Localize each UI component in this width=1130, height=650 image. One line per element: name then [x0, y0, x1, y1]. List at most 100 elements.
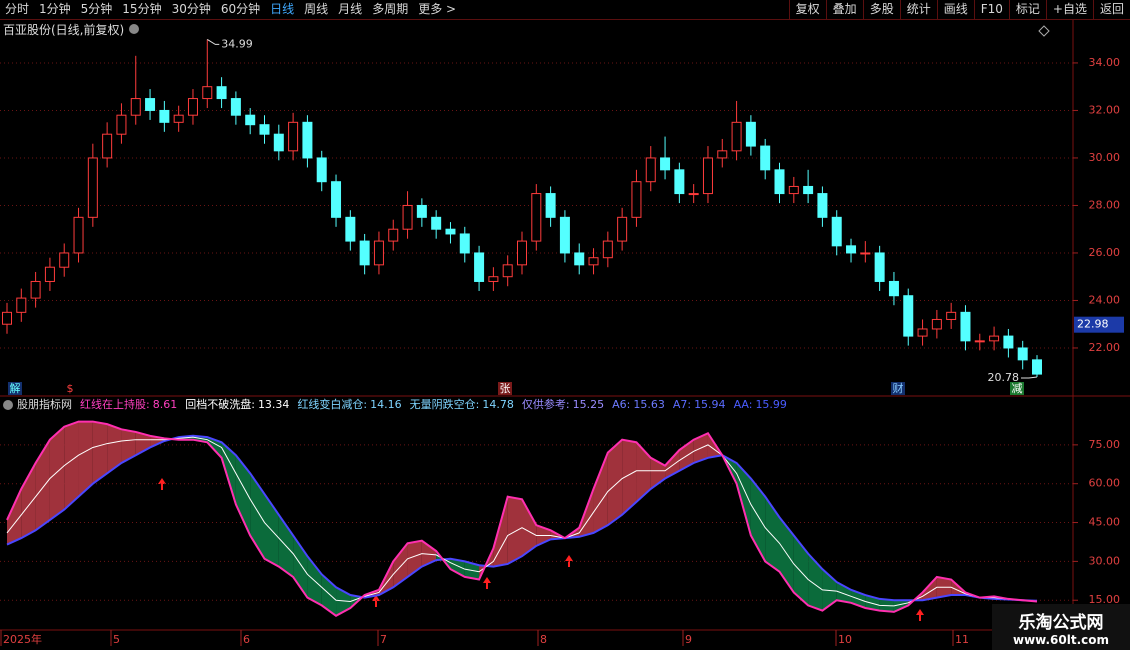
toolbar-button[interactable]: 1分钟	[39, 2, 71, 16]
icon[interactable]	[3, 400, 13, 410]
candle-body	[731, 121, 742, 152]
toolbar-button[interactable]: 复权	[788, 0, 826, 19]
period-tabs: 分时 1分钟 5分钟 15分钟 30分钟 60分钟 日线 周线 月线 多周期 更多 >	[0, 0, 461, 19]
candle-body	[230, 98, 241, 116]
toolbar-button[interactable]: 日线	[270, 2, 295, 16]
toolbar-button[interactable]: 30分钟	[171, 2, 211, 16]
candle-body	[316, 157, 327, 183]
icon[interactable]	[129, 24, 139, 34]
candle-body	[44, 266, 55, 282]
high-label: 34.99	[221, 37, 253, 50]
annotation-line	[1021, 376, 1038, 379]
candle-body	[874, 252, 885, 282]
y-tick-label: 32.00	[1089, 103, 1121, 116]
toolbar-button[interactable]: +自选	[1045, 0, 1093, 19]
fill-area	[450, 558, 465, 577]
x-tick-label: 5	[113, 633, 120, 646]
fill-area	[407, 540, 422, 577]
indicator-plot	[6, 420, 1038, 617]
candle-body	[788, 185, 799, 195]
candle-body	[888, 280, 899, 297]
watermark-url: www.60lt.com	[1012, 633, 1110, 647]
toolbar-button[interactable]: 更多 >	[418, 2, 457, 16]
candle-body	[803, 185, 814, 195]
x-tick-label: 11	[955, 633, 969, 646]
event-bg	[498, 382, 512, 395]
candle-body	[831, 216, 842, 247]
candle-body	[388, 228, 399, 242]
y-tick-label: 30.00	[1089, 151, 1121, 164]
candle-body	[660, 157, 671, 171]
candle-body	[717, 150, 728, 159]
fill-area	[808, 553, 823, 611]
fill-area	[21, 462, 36, 539]
toolbar-button[interactable]: 统计	[899, 0, 937, 19]
toolbar-button[interactable]: 分时	[5, 2, 30, 16]
candle-body	[245, 114, 256, 126]
toolbar-button[interactable]: 多周期	[372, 2, 409, 16]
candle-body	[402, 204, 413, 230]
fill-area	[221, 442, 236, 505]
candle-body	[173, 114, 184, 123]
candle-body	[517, 240, 527, 266]
fill-area	[607, 439, 623, 526]
candle-body	[1003, 335, 1014, 349]
toolbar-button[interactable]: F10	[973, 0, 1009, 19]
fill-area	[64, 421, 79, 510]
legend-text: AA:	[734, 398, 753, 411]
candle-body	[288, 121, 299, 152]
y-tick-label: 24.00	[1089, 293, 1121, 306]
candle-body	[531, 193, 542, 242]
toolbar-button[interactable]: 5分钟	[80, 2, 113, 16]
candle-body	[989, 335, 1000, 342]
toolbar-button[interactable]: 多股	[862, 0, 900, 19]
y-tick-label: 15.00	[1089, 593, 1121, 606]
toolbar-button[interactable]: 叠加	[825, 0, 863, 19]
toolbar-button[interactable]: 画线	[936, 0, 974, 19]
x-tick-label: 6	[243, 633, 250, 646]
y-tick-label: 75.00	[1089, 438, 1121, 451]
low-label: 20.78	[988, 371, 1020, 384]
toolbar-button[interactable]: 15分钟	[122, 2, 162, 16]
toolbar-button[interactable]: 标记	[1008, 0, 1046, 19]
x-tick-label: 9	[685, 633, 692, 646]
fill-area	[665, 450, 680, 479]
toolbar-button[interactable]: 返回	[1092, 0, 1130, 19]
watermark-title: 乐淘公式网	[1018, 613, 1104, 633]
icon[interactable]	[1038, 25, 1050, 37]
candle-body	[931, 318, 942, 330]
event-marker: 解	[10, 381, 21, 395]
candle-body	[202, 86, 213, 100]
candles	[2, 39, 1042, 377]
candle-body	[87, 157, 98, 218]
candle-body	[817, 193, 828, 218]
watermark: 乐淘公式网 www.60lt.com	[992, 604, 1130, 650]
candle-body	[846, 245, 857, 254]
candle-body	[159, 109, 170, 123]
legend-text: 回档不破洗盘:	[185, 397, 255, 411]
last-price-box	[1074, 316, 1124, 333]
x-tick-label: 8	[540, 633, 547, 646]
candle-body	[774, 169, 785, 195]
toolbar-button[interactable]: 月线	[338, 2, 363, 16]
fill-area	[92, 421, 108, 484]
candle-body	[116, 114, 127, 135]
toolbar-button[interactable]: 周线	[304, 2, 329, 16]
legend-text: 15.63	[633, 398, 665, 411]
candle-body	[302, 121, 313, 159]
candle-body	[960, 311, 971, 342]
candle-body	[331, 181, 342, 218]
fill-area	[49, 426, 65, 520]
candle-body	[631, 181, 642, 218]
indicator-line	[6, 434, 1038, 602]
toolbar-button[interactable]: 60分钟	[220, 2, 261, 16]
candle-body	[645, 157, 656, 183]
candle-body	[588, 257, 599, 266]
fill-area	[836, 582, 852, 603]
candle-body	[2, 311, 12, 325]
event-marker: 张	[500, 382, 511, 395]
last-price: 22.98	[1077, 318, 1109, 331]
candle-body	[559, 216, 570, 254]
candle-body	[145, 98, 156, 111]
